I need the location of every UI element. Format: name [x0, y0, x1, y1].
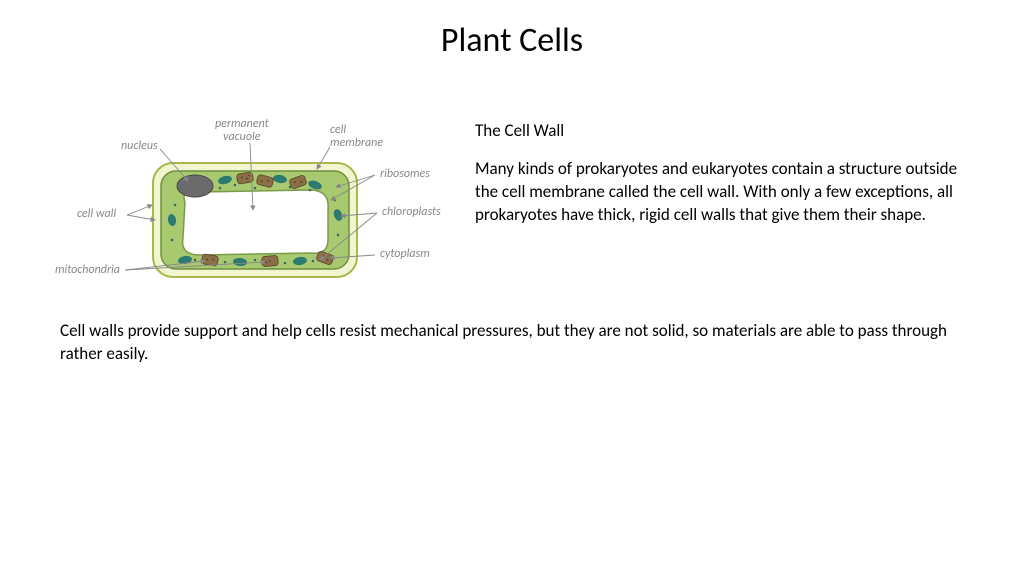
- label-cytoplasm: cytoplasm: [380, 248, 430, 261]
- paragraph-2: Cell walls provide support and help cell…: [60, 320, 970, 366]
- label-nucleus: nucleus: [121, 140, 158, 153]
- label-cell-wall: cell wall: [77, 208, 116, 221]
- label-chloroplasts: chloroplasts: [382, 206, 441, 219]
- label-cell-membrane: cell membrane: [330, 124, 383, 150]
- paragraph-1: Many kinds of prokaryotes and eukaryotes…: [475, 158, 975, 227]
- page-title: Plant Cells: [0, 20, 1024, 61]
- label-mitochondria: mitochondria: [55, 264, 120, 277]
- cell-diagram: nucleus permanent vacuole cell membrane …: [55, 115, 435, 295]
- label-ribosomes: ribosomes: [380, 168, 430, 181]
- label-permanent-vacuole: permanent vacuole: [215, 118, 269, 144]
- section-subtitle: The Cell Wall: [475, 120, 985, 143]
